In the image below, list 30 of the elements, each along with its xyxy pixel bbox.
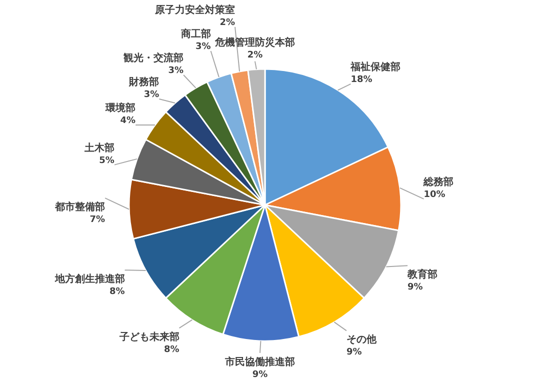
data-label: 3%: [144, 90, 160, 100]
slice-label: 危機管理防災本部: [214, 36, 295, 48]
slice-label: 福祉保健部: [350, 60, 401, 73]
slice-label: 観光・交流部: [122, 52, 184, 64]
data-label: 3%: [168, 66, 184, 76]
data-label: 8%: [110, 287, 125, 298]
slice-label: 環境部: [104, 102, 136, 114]
slice-label: その他: [346, 334, 378, 346]
data-label: 9%: [346, 348, 362, 358]
slice-label: 子ども未来部: [118, 331, 180, 344]
data-label: 2%: [220, 18, 236, 28]
data-label: 2%: [247, 50, 263, 60]
data-label: 7%: [90, 215, 106, 226]
slice-label: 商工部: [180, 28, 211, 40]
data-label: 18%: [350, 74, 372, 85]
data-label: 10%: [424, 190, 446, 200]
data-label: 3%: [196, 42, 211, 52]
slice-label: 原子力安全対策室: [154, 4, 236, 16]
slice-label: 財務部: [128, 76, 160, 88]
data-label: 5%: [99, 156, 114, 166]
slice-label: 教育部: [406, 268, 438, 281]
slice-label: 土木部: [83, 142, 114, 154]
slice-label: 都市整備部: [54, 201, 106, 214]
data-label: 8%: [164, 345, 180, 356]
data-label: 4%: [120, 116, 136, 126]
slice-label: 地方創生推進部: [54, 273, 125, 286]
slice-label: 市民協働推進部: [224, 356, 295, 368]
data-label: 9%: [252, 370, 268, 380]
data-label: 9%: [408, 282, 423, 293]
slice-label: 総務部: [422, 176, 454, 188]
